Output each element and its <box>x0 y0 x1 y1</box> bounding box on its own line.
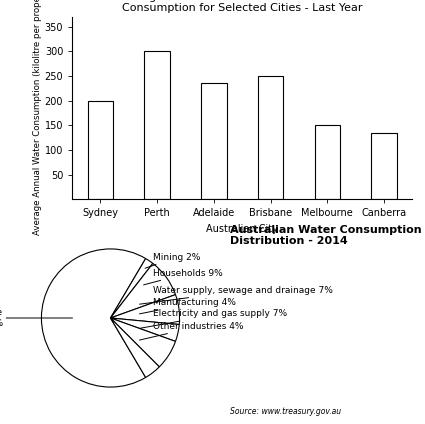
Bar <box>371 133 397 199</box>
Text: Other industries 4%: Other industries 4% <box>139 322 244 340</box>
Wedge shape <box>110 295 179 324</box>
Bar <box>144 51 170 199</box>
Text: Mining 2%: Mining 2% <box>145 253 201 268</box>
Wedge shape <box>110 318 176 367</box>
Wedge shape <box>110 263 176 318</box>
Text: Australian Water Consumption
Distribution - 2014: Australian Water Consumption Distributio… <box>230 225 421 246</box>
X-axis label: Australian City: Australian City <box>206 224 278 234</box>
Wedge shape <box>110 318 159 377</box>
Text: Water supply, sewage and drainage 7%: Water supply, sewage and drainage 7% <box>139 286 333 304</box>
Bar <box>201 84 227 199</box>
Text: Source: www.treasury.gov.au: Source: www.treasury.gov.au <box>230 407 340 416</box>
Y-axis label: Average Annual Water Consumption (kilolitre per property): Average Annual Water Consumption (kiloli… <box>33 0 42 235</box>
Text: Households 9%: Households 9% <box>144 269 223 285</box>
Title: Average Australian Annual Residential Water
Consumption for Selected Cities - La: Average Australian Annual Residential Wa… <box>117 0 367 14</box>
Wedge shape <box>110 318 179 341</box>
Bar <box>314 126 340 199</box>
Wedge shape <box>110 259 153 318</box>
Text: Manufacturing 4%: Manufacturing 4% <box>139 298 236 314</box>
Text: Agriculture
67%: Agriculture 67% <box>0 308 73 328</box>
Bar <box>258 76 283 199</box>
Wedge shape <box>41 249 146 387</box>
Text: Electricity and gas supply 7%: Electricity and gas supply 7% <box>139 310 287 328</box>
Bar <box>88 101 113 199</box>
